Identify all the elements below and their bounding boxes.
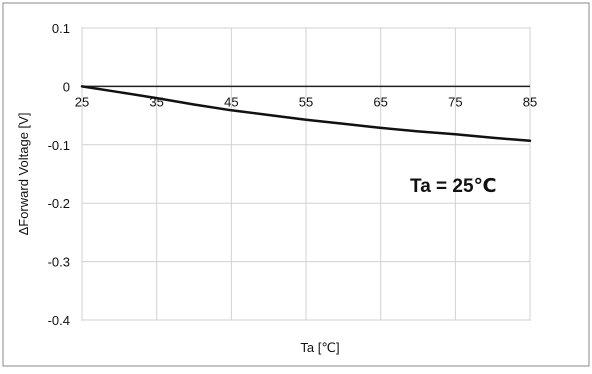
x-tick-label: 75 bbox=[448, 94, 462, 109]
y-tick-label: 0 bbox=[63, 79, 70, 94]
y-tick-label: -0.4 bbox=[48, 313, 70, 328]
x-tick-label: 45 bbox=[224, 94, 238, 109]
y-tick-label: 0.1 bbox=[52, 21, 70, 36]
x-axis-label: Ta [℃] bbox=[300, 340, 339, 355]
x-tick-label: 85 bbox=[523, 94, 537, 109]
series-line bbox=[80, 85, 532, 142]
temperature-annotation: Ta = 25℃ bbox=[410, 176, 497, 197]
y-tick-label: -0.3 bbox=[48, 255, 70, 270]
y-tick-label: -0.1 bbox=[48, 138, 70, 153]
y-tick-label: -0.2 bbox=[48, 196, 70, 211]
series-layer bbox=[80, 85, 532, 142]
x-tick-label: 65 bbox=[373, 94, 387, 109]
x-tick-label: 25 bbox=[75, 94, 89, 109]
tick-labels: 25 35 45 55 65 75 850.10-0.1-0.2-0.3-0.4 bbox=[48, 21, 538, 328]
x-tick-label: 55 bbox=[299, 94, 313, 109]
y-axis-label: ΔForward Voltage [V] bbox=[16, 113, 31, 236]
